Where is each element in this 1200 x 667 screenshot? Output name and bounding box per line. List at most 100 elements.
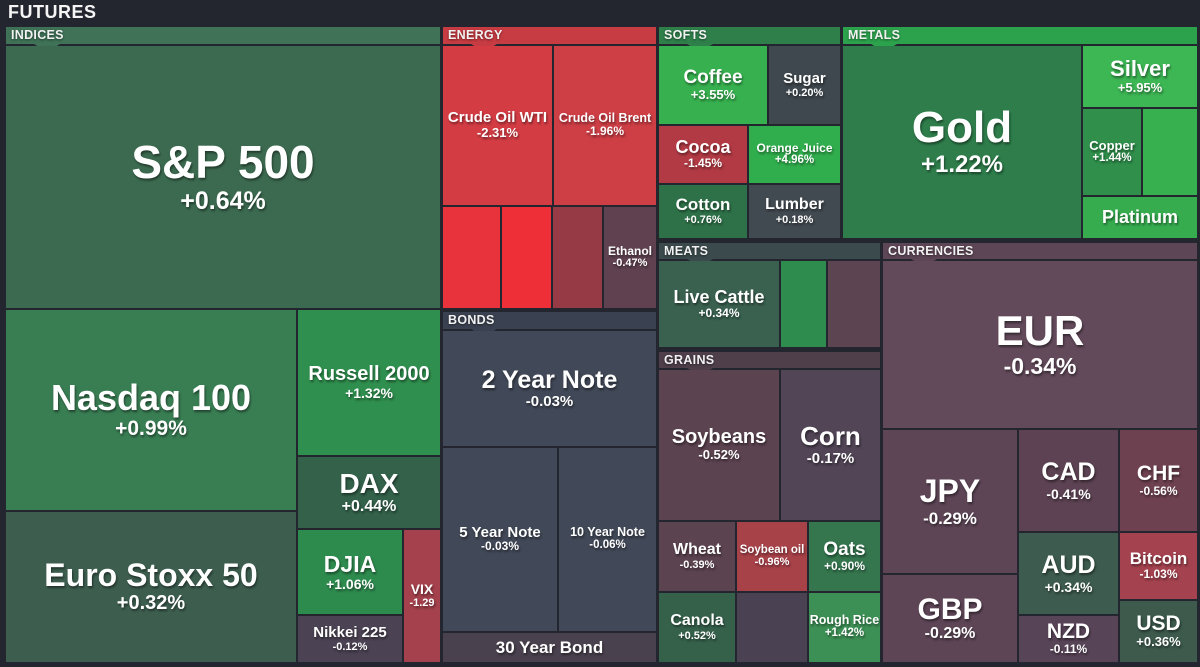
tile-change: +1.06% [326,576,374,593]
tile-change: -0.41% [1046,485,1091,502]
section-label: INDICES [11,28,64,42]
tile-platinum[interactable]: Platinum [1083,197,1197,238]
tile-change: +1.32% [345,384,393,401]
tile-label: Soybean oil [739,544,805,557]
tile-change: +1.44% [1092,152,1132,165]
tile-gold[interactable]: Gold +1.22% [843,46,1081,238]
tile-label: Platinum [1101,207,1178,228]
tile-soybean-oil[interactable]: Soybean oil -0.96% [737,522,807,591]
section-header-energy: ENERGY [443,27,656,52]
tile-10-year-note[interactable]: 10 Year Note -0.06% [559,448,656,631]
tile-lumber[interactable]: Lumber +0.18% [749,185,840,238]
tile-change: -1.45% [683,156,723,171]
tile-change: +1.42% [824,627,865,640]
tile-change: -1.96% [585,124,625,139]
tile-label: Copper [1089,137,1135,153]
tile-change: -0.29% [923,508,977,528]
tile-eur[interactable]: EUR -0.34% [883,261,1197,428]
tile-label: Rough Rice [809,613,880,628]
tile-energy-unlabeled-1[interactable] [443,207,500,308]
tile-change: +0.34% [698,305,740,320]
tile-cocoa[interactable]: Cocoa -1.45% [659,126,747,183]
tile-change: -2.31% [476,124,519,140]
tile-orange-juice[interactable]: Orange Juice +4.96% [749,126,840,183]
tile-usd[interactable]: USD +0.36% [1120,601,1197,662]
section-header-bonds: BONDS [443,312,656,337]
tile-sp500[interactable]: S&P 500 +0.64% [6,46,440,308]
tile-coffee[interactable]: Coffee +3.55% [659,46,767,124]
tile-nikkei225[interactable]: Nikkei 225 -0.12% [298,616,402,662]
tile-label: Crude Oil WTI [447,109,548,127]
tile-metals-unlabeled-1[interactable] [1143,109,1197,195]
tile-bitcoin[interactable]: Bitcoin -1.03% [1120,533,1197,599]
tile-gbp[interactable]: GBP -0.29% [883,575,1017,662]
tile-ethanol[interactable]: Ethanol -0.47% [604,207,656,308]
section-label: METALS [848,28,901,42]
tile-label: GBP [917,592,983,626]
tile-change: +0.32% [116,592,186,615]
tile-aud[interactable]: AUD +0.34% [1019,533,1118,614]
tile-5-year-note[interactable]: 5 Year Note -0.03% [443,448,557,631]
tile-nzd[interactable]: NZD -0.11% [1019,616,1118,662]
tile-crude-oil-wti[interactable]: Crude Oil WTI -2.31% [443,46,552,205]
tile-crude-oil-brent[interactable]: Crude Oil Brent -1.96% [554,46,656,205]
tile-change: -0.29% [924,625,976,643]
tile-soybeans[interactable]: Soybeans -0.52% [659,370,779,520]
tile-euro-stoxx-50[interactable]: Euro Stoxx 50 +0.32% [6,512,296,662]
tile-label: Silver [1110,56,1170,82]
tile-canola[interactable]: Canola +0.52% [659,593,735,662]
tile-label: Ethanol [608,243,652,258]
tile-meats-unlabeled-1[interactable] [781,261,826,347]
tile-rough-rice[interactable]: Rough Rice +1.42% [809,593,880,662]
tile-label: DAX [339,467,399,499]
section-header-meats: MEATS [659,243,880,267]
tile-change: -0.56% [1139,483,1178,498]
tile-sugar[interactable]: Sugar +0.20% [769,46,840,124]
tile-label: Oats [823,538,866,560]
tile-jpy[interactable]: JPY -0.29% [883,430,1017,573]
tile-cotton[interactable]: Cotton +0.76% [659,185,747,238]
tile-chf[interactable]: CHF -0.56% [1120,430,1197,531]
tile-change: -0.06% [589,539,626,552]
tile-energy-unlabeled-2[interactable] [502,207,551,308]
tile-russell2000[interactable]: Russell 2000 +1.32% [298,310,440,455]
tile-label: Soybeans [671,426,767,449]
section-label: CURRENCIES [888,244,974,258]
tile-label: Cocoa [675,137,731,158]
section-header-softs: SOFTS [659,27,840,52]
tile-oats[interactable]: Oats +0.90% [809,522,880,591]
tile-copper[interactable]: Copper +1.44% [1083,109,1141,195]
tile-change: +0.90% [823,558,866,573]
tile-djia[interactable]: DJIA +1.06% [298,530,402,614]
tile-label: Lumber [765,195,824,213]
tile-nasdaq100[interactable]: Nasdaq 100 +0.99% [6,310,296,510]
section-header-currencies: CURRENCIES [883,243,1197,267]
section-header-metals: METALS [843,27,1197,52]
tile-2-year-note[interactable]: 2 Year Note -0.03% [443,331,656,446]
tile-change: -1.29 [409,597,435,610]
tile-change: +4.96% [774,154,815,167]
tile-corn[interactable]: Corn -0.17% [781,370,880,520]
tile-label: CHF [1136,461,1181,485]
tile-silver[interactable]: Silver +5.95% [1083,46,1197,107]
tile-vix[interactable]: VIX -1.29 [404,530,440,662]
tile-label: Crude Oil Brent [558,111,652,126]
tile-30-year-bond[interactable]: 30 Year Bond [443,633,656,662]
tile-change: +0.20% [785,86,824,99]
tile-change: +0.18% [775,213,814,226]
tile-change: -1.03% [1139,567,1178,582]
tile-change: +0.99% [115,416,187,440]
tile-label: Gold [911,103,1013,153]
tile-dax[interactable]: DAX +0.44% [298,457,440,528]
tile-grains-unlabeled-1[interactable] [737,593,807,662]
tile-cad[interactable]: CAD -0.41% [1019,430,1118,531]
tile-wheat[interactable]: Wheat -0.39% [659,522,735,591]
tile-meats-unlabeled-2[interactable] [828,261,880,347]
tile-change: -0.11% [1049,642,1088,657]
tile-energy-unlabeled-3[interactable] [553,207,602,308]
tile-change: -0.17% [806,450,855,468]
tile-change: -0.47% [612,257,648,270]
section-header-grains: GRAINS [659,352,880,376]
tile-live-cattle[interactable]: Live Cattle +0.34% [659,261,779,347]
